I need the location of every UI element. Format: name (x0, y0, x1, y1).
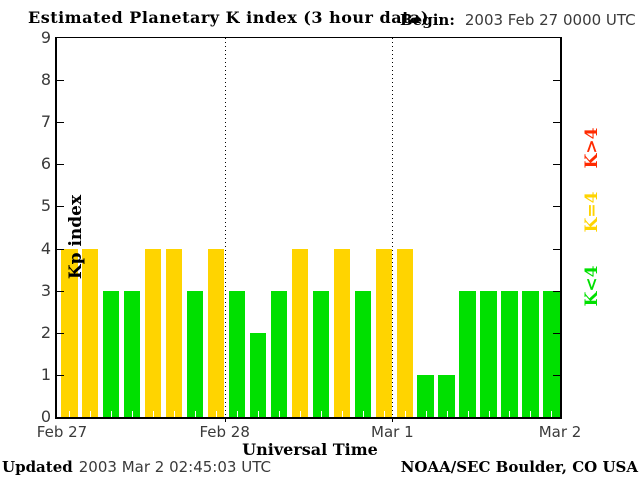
x-minor-tick (90, 411, 92, 417)
footer-credit: NOAA/SEC Boulder, CO USA (400, 458, 638, 476)
x-minor-tick (509, 411, 511, 417)
x-minor-tick (467, 411, 469, 417)
y-tick-label: 5 (40, 196, 51, 216)
x-minor-tick (216, 411, 218, 417)
kp-bar (61, 248, 78, 417)
kp-bar (459, 290, 476, 417)
x-axis-title: Universal Time (242, 440, 378, 459)
footer-updated: Updated 2003 Mar 2 02:45:03 UTC (2, 458, 271, 476)
kp-bar (103, 290, 120, 417)
x-minor-tick (362, 411, 364, 417)
kp-bar (354, 290, 371, 417)
kp-bar (228, 290, 246, 417)
y-tick-mark-right (553, 290, 560, 292)
legend-item-k-eq-4: K=4 (582, 191, 602, 233)
x-minor-tick (237, 411, 239, 417)
legend-item-k-lt-4: K<4 (582, 265, 602, 307)
x-minor-tick (425, 411, 427, 417)
footer-updated-label: Updated (2, 458, 73, 476)
y-tick-mark-left (57, 164, 64, 166)
kp-bar (480, 290, 497, 417)
kp-bar (522, 290, 539, 417)
kp-bar (186, 290, 204, 417)
x-minor-tick (278, 411, 280, 417)
kp-bar (249, 332, 267, 417)
x-minor-tick (153, 411, 155, 417)
x-minor-tick (551, 411, 553, 417)
y-tick-mark-right (553, 164, 560, 166)
x-minor-tick (299, 411, 301, 417)
y-tick-mark-left (57, 122, 64, 124)
kp-bar (333, 248, 350, 417)
y-tick-mark-right (553, 122, 560, 124)
chart-title: Estimated Planetary K index (3 hour data… (28, 8, 429, 27)
kp-bar (501, 290, 518, 417)
kp-bar (145, 248, 162, 417)
kp-bar (396, 248, 413, 417)
x-minor-tick (69, 411, 71, 417)
y-tick-label: 9 (40, 28, 51, 47)
y-tick-mark-left (57, 290, 64, 292)
x-minor-tick (111, 411, 113, 417)
kp-bar (82, 248, 99, 417)
kp-bar (375, 248, 392, 417)
begin-timestamp: Begin: 2003 Feb 27 0000 UTC (400, 11, 636, 29)
y-tick-mark-right (553, 332, 560, 334)
y-tick-mark-right (553, 206, 560, 208)
x-minor-tick (530, 411, 532, 417)
y-tick-label: 1 (40, 364, 51, 384)
kp-bar (207, 248, 225, 417)
x-minor-tick (174, 411, 176, 417)
x-day-label: Mar 1 (371, 423, 414, 441)
y-tick-label: 7 (40, 112, 51, 132)
y-tick-label: 0 (40, 407, 51, 426)
kp-bar (291, 248, 309, 417)
x-day-label: Feb 27 (36, 423, 88, 441)
kp-bar (543, 290, 560, 417)
y-tick-label: 6 (40, 154, 51, 174)
x-minor-tick (195, 411, 197, 417)
y-tick-label: 3 (40, 280, 51, 300)
begin-label: Begin: (400, 11, 455, 29)
x-day-label: Feb 28 (199, 423, 250, 441)
legend-item-k-gt-4: K>4 (582, 127, 602, 169)
kp-bar (312, 290, 330, 417)
kp-bar (417, 374, 434, 417)
y-tick-mark-right (553, 248, 560, 250)
y-tick-label: 4 (40, 238, 51, 258)
begin-value: 2003 Feb 27 0000 UTC (464, 11, 636, 29)
x-minor-tick (320, 411, 322, 417)
x-minor-tick (132, 411, 134, 417)
day-boundary-tick (392, 417, 394, 422)
kp-bar (438, 374, 455, 417)
y-axis-title: Kp index (66, 194, 86, 280)
y-tick-mark-left (57, 248, 64, 250)
x-minor-tick (383, 411, 385, 417)
x-day-label: Mar 2 (538, 423, 582, 441)
y-tick-mark-left (57, 206, 64, 208)
x-minor-tick (404, 411, 406, 417)
y-tick-mark-left (57, 374, 64, 376)
kp-bar (165, 248, 183, 417)
kp-bar (270, 290, 288, 417)
x-minor-tick (488, 411, 490, 417)
y-tick-mark-left (57, 80, 64, 82)
plot-area: Kp index 0 1 2 3 4 5 6 7 8 9 Feb 27 Feb 28 Mar 1 Mar … (37, 30, 582, 442)
x-minor-tick (446, 411, 448, 417)
y-tick-label: 8 (40, 70, 51, 90)
y-tick-mark-right (553, 374, 560, 376)
y-tick-mark-right (553, 80, 560, 82)
bars-container (57, 38, 560, 417)
day-separator (224, 38, 226, 417)
x-minor-tick (341, 411, 343, 417)
footer-updated-value: 2003 Mar 2 02:45:03 UTC (78, 458, 271, 476)
y-tick-mark-left (57, 332, 64, 334)
day-boundary-tick (224, 417, 226, 422)
day-separator (392, 38, 394, 417)
x-minor-tick (257, 411, 259, 417)
kp-bar (124, 290, 141, 417)
y-tick-label: 2 (40, 322, 51, 342)
